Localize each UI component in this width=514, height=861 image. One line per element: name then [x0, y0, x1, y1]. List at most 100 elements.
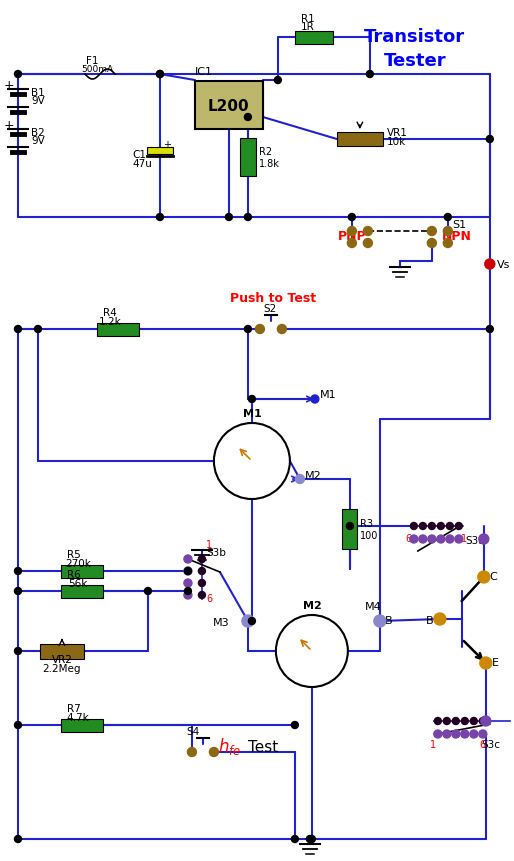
Text: 100: 100 [360, 530, 379, 541]
Text: M4: M4 [365, 601, 381, 611]
Circle shape [434, 718, 442, 725]
Text: B: B [385, 616, 393, 625]
Circle shape [248, 618, 255, 625]
Circle shape [14, 722, 22, 728]
Circle shape [198, 568, 206, 575]
Circle shape [427, 239, 436, 248]
Circle shape [156, 214, 163, 221]
Circle shape [144, 588, 152, 595]
Text: 1: 1 [206, 539, 212, 549]
Circle shape [444, 239, 452, 248]
Circle shape [347, 227, 356, 236]
Circle shape [470, 730, 478, 738]
Circle shape [278, 325, 286, 334]
Circle shape [14, 71, 22, 78]
Circle shape [244, 214, 251, 221]
Circle shape [485, 260, 495, 269]
Circle shape [427, 227, 436, 236]
Circle shape [428, 536, 436, 543]
Circle shape [274, 77, 281, 84]
Circle shape [419, 523, 426, 530]
Circle shape [184, 592, 192, 599]
Circle shape [306, 835, 314, 843]
Circle shape [434, 613, 446, 625]
Text: 6: 6 [406, 533, 412, 543]
Text: Vs: Vs [497, 260, 510, 269]
Circle shape [248, 396, 255, 403]
Circle shape [410, 536, 418, 543]
Circle shape [184, 567, 192, 575]
Text: S4: S4 [186, 726, 199, 736]
Text: M2: M2 [305, 470, 322, 480]
Circle shape [481, 716, 491, 726]
Circle shape [446, 536, 454, 543]
Circle shape [255, 325, 264, 334]
Circle shape [366, 71, 373, 78]
Text: R7: R7 [67, 703, 81, 713]
Text: 4.7k: 4.7k [67, 712, 89, 722]
Text: C: C [490, 572, 498, 581]
Text: R5: R5 [67, 549, 81, 560]
Text: Push to Test: Push to Test [230, 292, 316, 305]
Circle shape [214, 424, 290, 499]
Circle shape [462, 718, 468, 725]
Circle shape [14, 588, 22, 595]
Text: 1: 1 [461, 533, 467, 543]
Text: 47u: 47u [132, 158, 152, 169]
Circle shape [311, 395, 319, 404]
Circle shape [455, 536, 463, 543]
Text: S1: S1 [452, 220, 466, 230]
Text: 1: 1 [430, 739, 436, 749]
Circle shape [428, 523, 435, 530]
Circle shape [363, 239, 372, 248]
Text: 1.8k: 1.8k [259, 158, 280, 169]
Bar [40, 644, 84, 659]
Circle shape [444, 718, 450, 725]
Circle shape [198, 579, 206, 587]
Text: L200: L200 [208, 98, 250, 114]
Circle shape [185, 588, 191, 595]
Circle shape [184, 579, 192, 587]
Text: Transistor
Tester: Transistor Tester [364, 28, 465, 70]
Circle shape [198, 556, 206, 563]
Circle shape [188, 747, 196, 757]
Text: 1R: 1R [301, 22, 315, 32]
Circle shape [480, 718, 486, 725]
Text: 56k: 56k [68, 579, 88, 588]
Text: M1: M1 [320, 389, 337, 400]
Bar [337, 133, 383, 147]
Text: E: E [492, 657, 499, 667]
Text: PNP: PNP [338, 230, 366, 243]
Circle shape [479, 730, 487, 738]
Circle shape [14, 568, 22, 575]
Text: S3c: S3c [482, 739, 501, 749]
Circle shape [296, 475, 304, 484]
Circle shape [14, 326, 22, 333]
Circle shape [242, 616, 254, 628]
Text: 500mA: 500mA [81, 65, 113, 74]
Circle shape [276, 616, 348, 687]
Circle shape [444, 214, 451, 221]
Circle shape [184, 555, 192, 563]
Text: NPN: NPN [442, 230, 472, 243]
Bar [195, 82, 263, 130]
Circle shape [410, 523, 417, 530]
Circle shape [480, 657, 492, 669]
Text: B: B [426, 616, 433, 625]
Bar [61, 585, 103, 598]
Text: C1: C1 [132, 150, 146, 160]
Text: F1: F1 [86, 56, 98, 66]
Circle shape [452, 718, 460, 725]
Circle shape [346, 523, 353, 530]
Circle shape [434, 730, 442, 738]
Text: S3b: S3b [206, 548, 226, 557]
Circle shape [461, 730, 469, 738]
Text: VR1: VR1 [387, 127, 408, 138]
Bar [240, 139, 256, 177]
Text: 9V: 9V [31, 96, 45, 106]
Circle shape [374, 616, 386, 628]
Text: M2: M2 [303, 600, 321, 610]
Text: R6: R6 [67, 569, 81, 579]
Text: S3a: S3a [466, 536, 485, 545]
Circle shape [156, 71, 163, 78]
